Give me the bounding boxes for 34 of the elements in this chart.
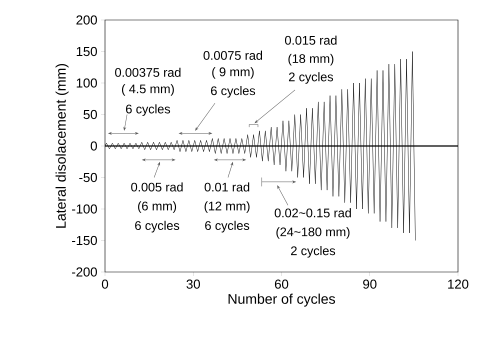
- annotation: (18 mm): [288, 54, 334, 66]
- x-tick-label: 0: [102, 280, 108, 289]
- y-tick-label: -150: [72, 236, 97, 246]
- x-tick-label: 30: [186, 280, 200, 289]
- x-tick-label: 90: [363, 280, 376, 289]
- annotation: 0.02~0.15 rad: [274, 208, 351, 218]
- annotation: 6 cycles: [135, 220, 180, 232]
- y-tick-label: -50: [79, 172, 97, 182]
- annotation: 0.01 rad: [204, 182, 250, 192]
- annotation: (12 mm): [204, 201, 250, 213]
- annotation: 0.005 rad: [131, 182, 183, 192]
- y-tick-label: 0: [90, 141, 97, 151]
- annotation: 0.00375 rad: [115, 68, 180, 77]
- y-axis-title: Lateral disolacement (mm): [56, 64, 69, 228]
- y-tick-label: 100: [76, 78, 97, 88]
- annotation: ( 4.5 mm): [122, 84, 174, 96]
- y-tick-label: 150: [76, 46, 97, 56]
- x-tick-label: 60: [274, 280, 288, 289]
- y-tick-label: -200: [72, 267, 97, 277]
- y-tick-label: 200: [76, 15, 97, 25]
- annotation: 2 cycles: [291, 246, 336, 258]
- annotation: 0.0075 rad: [204, 50, 262, 60]
- annotation: (6 mm): [138, 201, 176, 213]
- annotation: (24~180 mm): [276, 227, 350, 239]
- y-tick-label: -100: [72, 204, 97, 214]
- annotation: ( 9 mm): [212, 67, 254, 79]
- x-tick-label: 120: [448, 280, 468, 289]
- x-axis-title: Number of cycles: [228, 294, 336, 307]
- annotation: 0.015 rad: [285, 36, 337, 45]
- annotation: 6 cycles: [205, 220, 250, 232]
- annotation: 6 cycles: [211, 86, 256, 98]
- y-tick-label: 50: [84, 110, 97, 120]
- annotation: 6 cycles: [126, 104, 170, 116]
- annotation: 2 cycles: [288, 72, 334, 84]
